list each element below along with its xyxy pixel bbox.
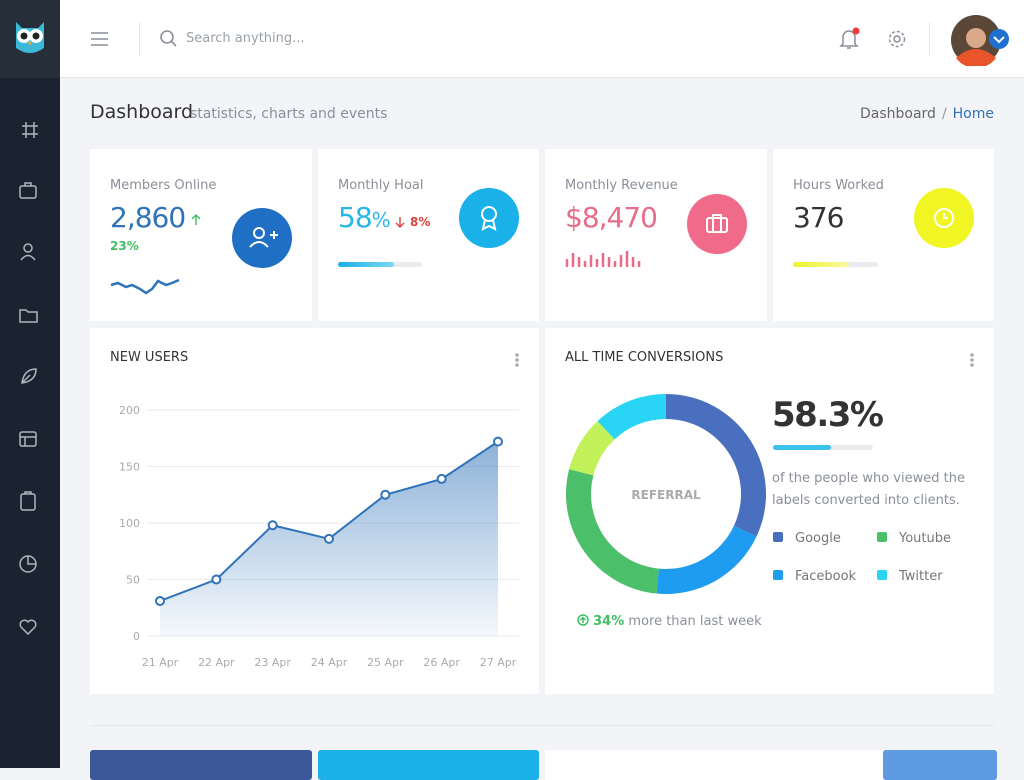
settings[interactable] — [887, 29, 907, 49]
legend-item[interactable]: Facebook — [773, 569, 877, 607]
legend-label: Twitter — [899, 569, 943, 584]
headline: 58.3% — [772, 395, 883, 435]
search-icon — [160, 30, 177, 47]
legend-item[interactable]: Youtube — [877, 531, 981, 569]
legend-swatch — [773, 570, 783, 580]
stat-card: Members Online 2,860 23% — [90, 149, 312, 321]
stat-label: Members Online — [110, 178, 217, 193]
progress-bar — [793, 262, 878, 267]
stat-icon — [914, 188, 974, 248]
social-card — [90, 750, 312, 780]
legend-label: Google — [795, 531, 841, 546]
point — [211, 574, 222, 585]
point — [380, 489, 391, 500]
separator — [90, 725, 994, 726]
divider — [929, 22, 930, 56]
donut-chart-card: ALL TIME CONVERSIONS REFERRAL 58.3% of t… — [545, 328, 994, 694]
stat-change: 8% — [410, 215, 431, 229]
legend-label: Facebook — [795, 569, 857, 584]
stat-value: 2,860 — [110, 201, 186, 234]
card — [883, 750, 997, 780]
point — [267, 520, 278, 531]
point — [493, 436, 503, 447]
donut-segment — [569, 421, 615, 476]
stat-change: 23% — [110, 239, 139, 253]
sidebar-icons[interactable] — [0, 78, 60, 678]
center-label: REFERRAL — [631, 488, 701, 502]
stat-card: Hours Worked 376 — [773, 149, 994, 321]
stat-card: Monthly Revenue $8,470 — [545, 149, 767, 321]
down-arrow — [395, 217, 405, 228]
up-arrow — [191, 214, 201, 225]
point — [155, 595, 165, 606]
stat-value: 58% — [338, 201, 391, 234]
stat-value: $8,470 — [565, 201, 658, 234]
point — [436, 473, 447, 484]
stat-card: Monthly Hoal 58% 8% — [318, 149, 539, 321]
sparkline — [110, 278, 180, 295]
legend-swatch — [877, 570, 887, 580]
x-tick-label: 26 Apr — [423, 656, 460, 669]
x-tick-label: 21 Apr — [142, 656, 179, 669]
sidebar — [0, 0, 60, 768]
chart-title: ALL TIME CONVERSIONS — [565, 350, 723, 365]
legend-swatch — [773, 532, 783, 542]
menu-button[interactable] — [90, 30, 110, 48]
y-tick-label: 200 — [119, 404, 140, 417]
page-title: Dashboard — [90, 101, 194, 123]
donut-segment — [666, 394, 766, 537]
donut-segment — [597, 394, 666, 440]
mini-bars — [565, 251, 641, 267]
stat-value: 376 — [793, 201, 844, 234]
breadcrumb-item[interactable]: Home — [952, 106, 994, 122]
line-chart: NEW USERS 0 50 100 150 200 21 Apr 22 Apr 23 Apr… — [110, 350, 519, 669]
x-tick-label: 25 Apr — [367, 656, 404, 669]
owl-logo — [16, 22, 44, 53]
x-tick-label: 24 Apr — [311, 656, 348, 669]
divider — [139, 22, 140, 56]
notifications[interactable] — [838, 26, 862, 52]
progress-fill — [773, 445, 831, 450]
top-bar: Search anything... — [60, 0, 1024, 78]
x-tick-label: 27 Apr — [480, 656, 517, 669]
legend-item[interactable]: Google — [773, 531, 877, 569]
search-input[interactable]: Search anything... — [186, 31, 305, 46]
legend-swatch — [877, 532, 887, 542]
footnote: 34% more than last week — [577, 614, 762, 629]
legend: Google Facebook Youtube Twitter — [773, 531, 981, 607]
stat-label: Hours Worked — [793, 178, 884, 193]
page-subtitle: statistics, charts and events — [190, 106, 388, 122]
kebab-menu[interactable] — [970, 353, 974, 367]
kebab-menu[interactable] — [515, 353, 519, 367]
stat-label: Monthly Revenue — [565, 178, 678, 193]
progress-bar — [338, 262, 422, 267]
legend-label: Youtube — [899, 531, 951, 546]
y-tick-label: 100 — [119, 517, 140, 530]
stat-icon — [687, 194, 747, 254]
donut-segment — [566, 469, 659, 594]
x-tick-label: 22 Apr — [198, 656, 235, 669]
description: of the people who viewed the labels conv… — [772, 471, 965, 508]
avatar[interactable] — [950, 14, 1014, 66]
chart-title: NEW USERS — [110, 350, 188, 365]
legend-item[interactable]: Twitter — [877, 569, 981, 607]
stat-label: Monthly Hoal — [338, 178, 424, 193]
y-tick-label: 150 — [119, 461, 140, 474]
donut-chart: ALL TIME CONVERSIONS REFERRAL 58.3% — [565, 350, 974, 594]
up-icon — [577, 614, 589, 626]
y-tick-label: 0 — [133, 630, 140, 643]
card — [545, 750, 883, 780]
stat-icon — [459, 188, 519, 248]
logo[interactable] — [0, 0, 60, 78]
breadcrumb: Dashboard / Home — [859, 106, 994, 122]
line-chart-card: NEW USERS 0 50 100 150 200 21 Apr 22 Apr 23 Apr… — [90, 328, 539, 694]
y-tick-label: 50 — [126, 574, 140, 587]
donut-segment — [656, 525, 757, 594]
x-tick-label: 23 Apr — [254, 656, 291, 669]
social-card — [318, 750, 539, 780]
breadcrumb-item[interactable]: Dashboard — [859, 106, 936, 122]
stat-icon — [232, 208, 292, 268]
point — [324, 533, 334, 544]
